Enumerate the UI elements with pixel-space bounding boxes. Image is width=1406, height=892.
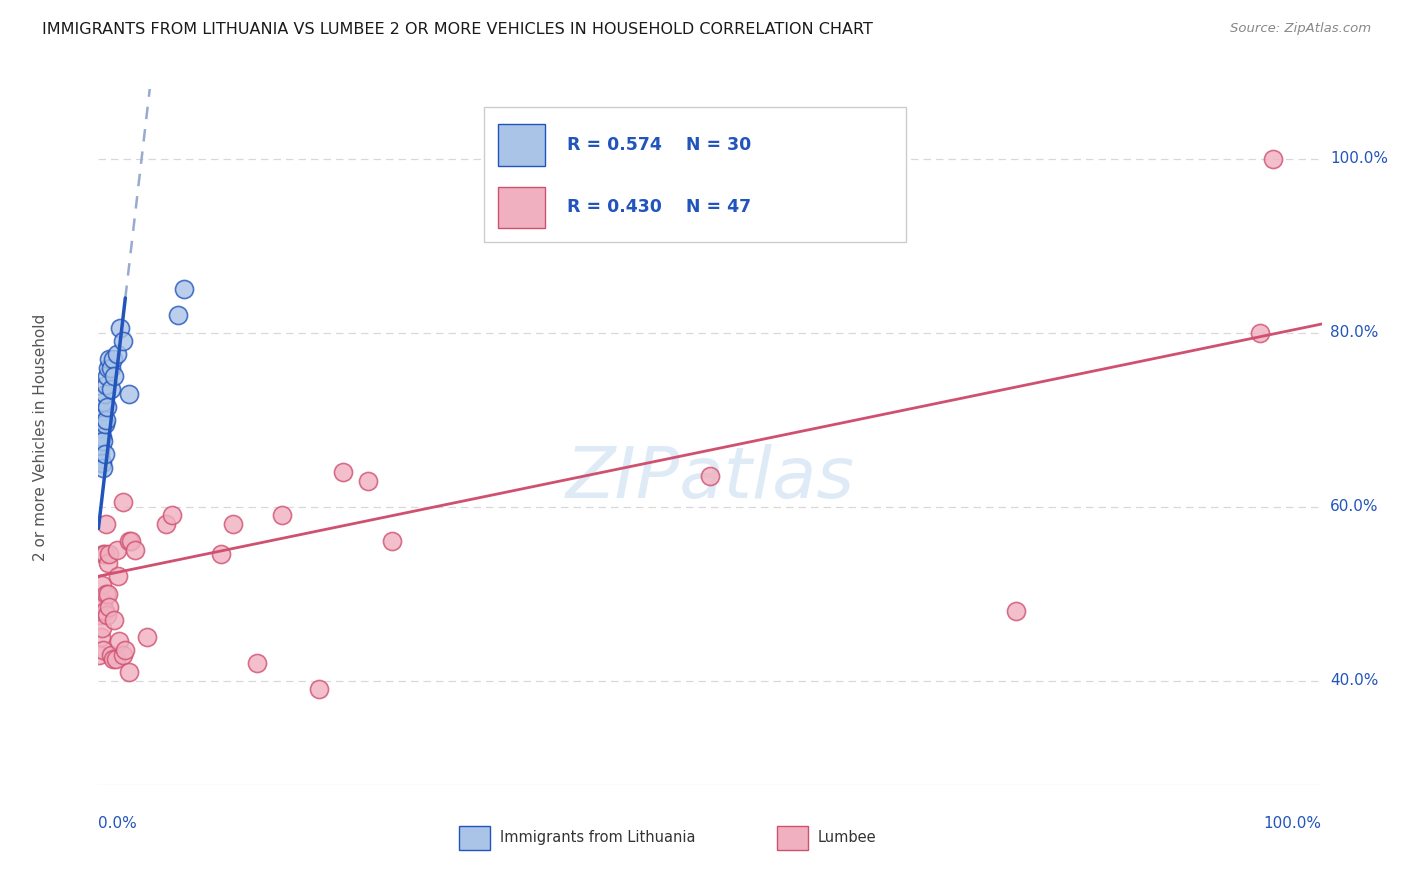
Point <box>93 548 115 562</box>
Point <box>105 543 128 558</box>
FancyBboxPatch shape <box>498 186 546 228</box>
Point <box>124 543 146 558</box>
Point <box>91 456 114 470</box>
Point <box>91 595 114 609</box>
Point <box>98 548 121 562</box>
Point <box>118 386 141 401</box>
Point <box>98 599 121 614</box>
Point <box>91 434 114 449</box>
Point <box>167 308 190 322</box>
Point <box>103 613 125 627</box>
Text: 2 or more Vehicles in Household: 2 or more Vehicles in Household <box>32 313 48 561</box>
Point <box>173 282 195 296</box>
Text: 100.0%: 100.0% <box>1264 815 1322 830</box>
Point <box>222 517 245 532</box>
Text: 60.0%: 60.0% <box>1330 500 1378 514</box>
Point <box>91 578 114 592</box>
Point <box>89 608 111 623</box>
Point <box>89 421 111 435</box>
Point <box>91 404 114 418</box>
Point <box>111 648 134 662</box>
Point <box>108 634 131 648</box>
Point <box>98 351 121 366</box>
Point <box>90 595 112 609</box>
Point <box>103 369 125 384</box>
Point <box>110 321 132 335</box>
Text: IMMIGRANTS FROM LITHUANIA VS LUMBEE 2 OR MORE VEHICLES IN HOUSEHOLD CORRELATION : IMMIGRANTS FROM LITHUANIA VS LUMBEE 2 OR… <box>42 22 873 37</box>
Point <box>114 643 136 657</box>
Point <box>96 400 118 414</box>
Point <box>97 360 120 375</box>
Text: 0.0%: 0.0% <box>98 815 138 830</box>
Point <box>91 395 114 409</box>
Point <box>97 556 120 570</box>
Point <box>97 587 120 601</box>
Point <box>100 648 122 662</box>
Point <box>100 382 122 396</box>
Point <box>1004 604 1026 618</box>
Point <box>87 648 110 662</box>
Text: R = 0.430    N = 47: R = 0.430 N = 47 <box>567 199 751 217</box>
FancyBboxPatch shape <box>778 826 808 850</box>
Point <box>1261 152 1284 166</box>
Point <box>118 665 141 679</box>
Point <box>91 430 114 444</box>
Point <box>160 508 183 523</box>
Point <box>91 460 114 475</box>
Text: Immigrants from Lithuania: Immigrants from Lithuania <box>499 830 695 845</box>
Point <box>94 412 117 427</box>
Text: Lumbee: Lumbee <box>818 830 876 845</box>
Point <box>87 451 110 466</box>
Point <box>93 447 115 461</box>
Point <box>105 347 128 361</box>
Text: 100.0%: 100.0% <box>1330 152 1388 166</box>
Text: 80.0%: 80.0% <box>1330 326 1378 340</box>
Point <box>270 508 294 523</box>
Point <box>1249 326 1271 340</box>
Point <box>96 608 118 623</box>
Text: R = 0.574    N = 30: R = 0.574 N = 30 <box>567 136 751 153</box>
FancyBboxPatch shape <box>498 124 546 166</box>
Point <box>332 465 354 479</box>
Point <box>111 334 134 349</box>
Point <box>100 360 122 375</box>
Point <box>107 569 129 583</box>
Text: 40.0%: 40.0% <box>1330 673 1378 688</box>
Point <box>93 417 115 431</box>
Point <box>308 682 330 697</box>
Point <box>104 652 127 666</box>
Point <box>94 587 117 601</box>
Text: Source: ZipAtlas.com: Source: ZipAtlas.com <box>1230 22 1371 36</box>
Point <box>356 474 378 488</box>
Point <box>90 439 112 453</box>
Point <box>90 630 112 644</box>
Point <box>91 621 114 635</box>
Point <box>136 630 159 644</box>
Text: ZIPatlas: ZIPatlas <box>565 444 855 513</box>
Point <box>96 369 118 384</box>
Point <box>381 534 404 549</box>
Point <box>120 534 142 549</box>
Point <box>699 469 721 483</box>
Point <box>246 657 269 671</box>
Point <box>93 386 115 401</box>
Point <box>91 643 114 657</box>
Point <box>101 351 124 366</box>
FancyBboxPatch shape <box>484 106 905 243</box>
Point <box>91 548 114 562</box>
Point <box>101 652 124 666</box>
Point <box>93 604 115 618</box>
Point <box>90 417 112 431</box>
Point <box>155 517 177 532</box>
Point <box>89 447 111 461</box>
FancyBboxPatch shape <box>460 826 489 850</box>
Point <box>94 378 117 392</box>
Point <box>118 534 141 549</box>
Point <box>94 517 117 532</box>
Point <box>209 548 232 562</box>
Point <box>111 495 134 509</box>
